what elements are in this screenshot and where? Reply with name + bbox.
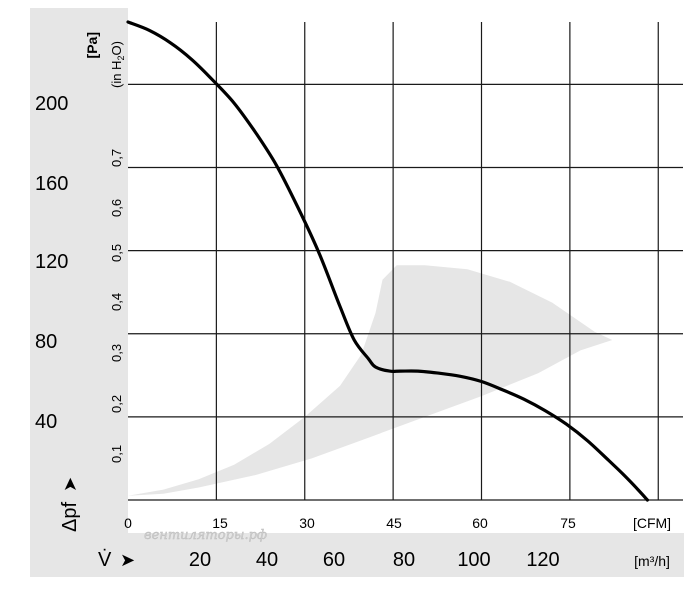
x-unit-cfm: [CFM] (633, 515, 671, 531)
y-unit-inh2o-base: (in H (109, 61, 124, 88)
y-unit-inh2o-end: O) (109, 41, 124, 55)
y-axis-panel (30, 8, 128, 533)
y-tick-label-inh2o: 0,5 (109, 244, 124, 262)
y-tick-labels-inh2o: 0,7 0,6 0,5 0,4 0,3 0,2 0,1 (109, 149, 124, 463)
series-line-pressure-curve (126, 20, 649, 502)
y-tick-label-inh2o: 0,6 (109, 199, 124, 217)
x-tick-labels-cfm: 0 15 30 45 60 75 (124, 515, 576, 531)
y-tick-label-pa: 160 (35, 173, 68, 195)
x-axis-symbol: V̇ (98, 549, 112, 571)
x-tick-label-m3h: 40 (256, 549, 278, 571)
y-tick-label-pa: 120 (35, 251, 68, 273)
y-unit-inh2o: (in H2O) (109, 41, 126, 88)
y-axis-symbol-text: Δpf (59, 502, 81, 532)
grid (128, 22, 683, 501)
y-tick-label-pa: 40 (35, 411, 57, 433)
x-tick-label-cfm: 15 (212, 515, 228, 531)
y-unit-inh2o-sub: 2 (116, 56, 126, 61)
y-tick-label-inh2o: 0,4 (109, 293, 124, 311)
operating-range-band (128, 265, 613, 496)
y-tick-label-pa: 80 (35, 331, 57, 353)
y-tick-label-inh2o: 0,2 (109, 395, 124, 413)
x-tick-label-cfm: 30 (299, 515, 315, 531)
x-tick-label-m3h: 120 (526, 549, 559, 571)
watermark: вентиляторы.рф (144, 528, 267, 543)
y-axis-symbol: Δpf ➤ (59, 477, 81, 532)
x-tick-label-cfm: 60 (472, 515, 488, 531)
plot-area (128, 22, 683, 500)
x-tick-label-m3h: 100 (457, 549, 490, 571)
x-tick-label-m3h: 60 (323, 549, 345, 571)
x-tick-label-cfm: 75 (560, 515, 576, 531)
x-tick-label-m3h: 20 (189, 549, 211, 571)
x-axis-arrow-icon: ➤ (120, 550, 135, 570)
y-tick-label-inh2o: 0,3 (109, 344, 124, 362)
x-tick-label-m3h: 80 (393, 549, 415, 571)
y-tick-label-inh2o: 0,7 (109, 149, 124, 167)
y-tick-label-pa: 200 (35, 93, 68, 115)
y-tick-label-inh2o: 0,1 (109, 445, 124, 463)
x-tick-labels-m3h: 20 40 60 80 100 120 (189, 549, 560, 571)
y-axis-arrow-icon: ➤ (60, 477, 80, 492)
x-unit-m3h: [m³/h] (634, 553, 670, 569)
x-tick-label-cfm: 0 (124, 515, 132, 531)
y-tick-labels-pa: 200 160 120 80 40 (35, 93, 68, 433)
x-axis-panel (30, 533, 684, 577)
y-unit-pa: [Pa] (84, 32, 100, 58)
x-tick-label-cfm: 45 (386, 515, 402, 531)
